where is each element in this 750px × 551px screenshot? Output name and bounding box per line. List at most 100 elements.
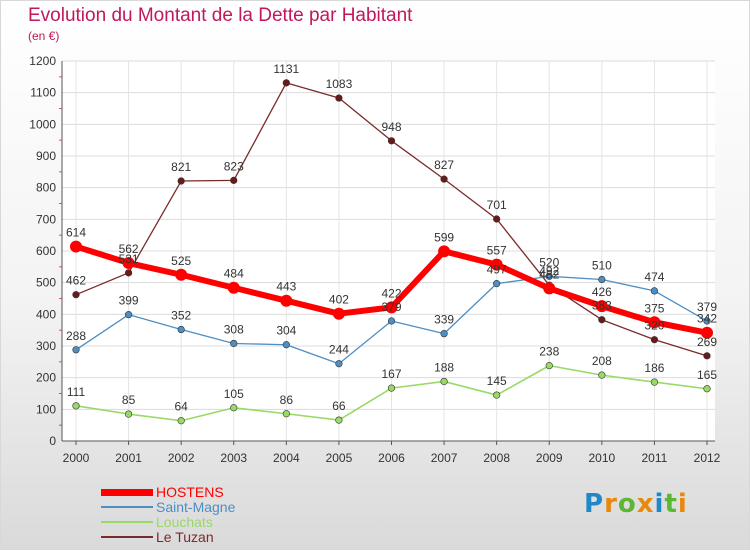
data-point [438,245,451,258]
data-label: 342 [697,312,717,326]
data-point [701,326,713,339]
data-label: 308 [224,322,244,336]
y-tick-label: 800 [36,181,56,195]
data-label: 520 [539,255,559,269]
data-point [650,287,659,295]
data-label: 238 [539,345,559,359]
data-point [598,316,606,324]
x-tick-label: 2006 [378,451,405,465]
data-point [387,384,396,392]
data-label: 208 [592,354,612,368]
data-label: 320 [644,319,664,333]
data-point [440,175,448,183]
data-point [595,300,608,313]
y-tick-label: 700 [36,212,56,226]
data-point [124,269,133,277]
data-label: 85 [122,393,136,407]
y-tick-label: 1200 [29,54,56,68]
logo-letter: o [617,489,637,519]
data-label: 352 [171,309,191,323]
y-tick-label: 500 [36,276,56,290]
legend-swatch [101,521,153,523]
data-label: 599 [434,230,454,244]
legend-swatch [101,506,153,508]
x-tick-label: 2010 [588,451,615,465]
data-label: 531 [119,252,139,266]
data-point [230,339,238,348]
data-label: 614 [66,226,86,240]
data-label: 188 [434,360,454,374]
data-label: 304 [276,324,296,338]
data-point [385,301,398,314]
data-point [122,257,135,270]
logo-letter: i [677,489,688,519]
data-label: 86 [280,393,294,407]
data-label: 1131 [273,62,299,76]
data-label: 422 [381,286,401,300]
data-label: 426 [592,285,612,299]
data-point [175,268,188,281]
x-tick-label: 2007 [431,451,458,465]
data-point [227,281,240,294]
data-label: 105 [224,387,244,401]
data-point [282,79,290,87]
data-label: 462 [66,274,86,288]
y-tick-label: 600 [36,244,56,258]
logo-letter: i [654,489,665,519]
data-label: 269 [697,335,717,349]
x-tick-label: 2003 [220,451,247,465]
x-tick-label: 2002 [168,451,195,465]
data-label: 482 [539,267,559,281]
data-point [280,294,293,307]
data-label: 497 [487,263,507,277]
y-tick-label: 1100 [30,86,56,100]
data-label: 402 [329,293,349,307]
data-point [490,258,503,271]
data-label: 66 [332,399,346,413]
data-point [70,240,82,253]
logo-letter: P [584,489,605,519]
data-label: 111 [67,385,86,399]
data-label: 379 [697,300,717,314]
legend-swatch [101,488,153,496]
data-point [493,215,501,223]
x-tick-label: 2008 [483,451,510,465]
data-point [703,352,711,360]
data-label: 383 [592,299,612,313]
data-label: 827 [434,158,454,172]
data-point [387,137,396,145]
data-label: 244 [329,343,349,357]
data-point [650,336,659,344]
data-point [230,404,238,412]
data-label: 64 [174,400,188,414]
data-point [177,177,185,185]
data-label: 399 [119,294,139,308]
data-label: 701 [487,198,507,212]
data-label: 510 [592,259,612,273]
y-tick-label: 400 [36,307,56,321]
data-label: 484 [224,267,244,281]
data-point [650,378,659,386]
data-label: 186 [644,361,664,375]
data-point [177,325,185,334]
data-label: 443 [276,280,296,294]
data-point [545,272,553,280]
data-point [72,346,80,354]
data-label: 562 [119,242,139,256]
data-point [282,341,290,349]
legend-label: HOSTENS [156,484,224,500]
data-point [545,362,553,370]
data-label: 339 [434,313,454,327]
data-label: 288 [66,329,86,343]
data-point [177,417,185,425]
y-tick-label: 900 [36,149,56,163]
data-label: 492 [539,264,559,278]
data-label: 1083 [326,77,353,91]
data-label: 474 [644,270,664,284]
data-label: 165 [697,368,717,382]
x-tick-label: 2004 [273,451,300,465]
data-label: 557 [487,244,507,258]
data-point [335,360,343,368]
data-label: 145 [487,374,507,388]
